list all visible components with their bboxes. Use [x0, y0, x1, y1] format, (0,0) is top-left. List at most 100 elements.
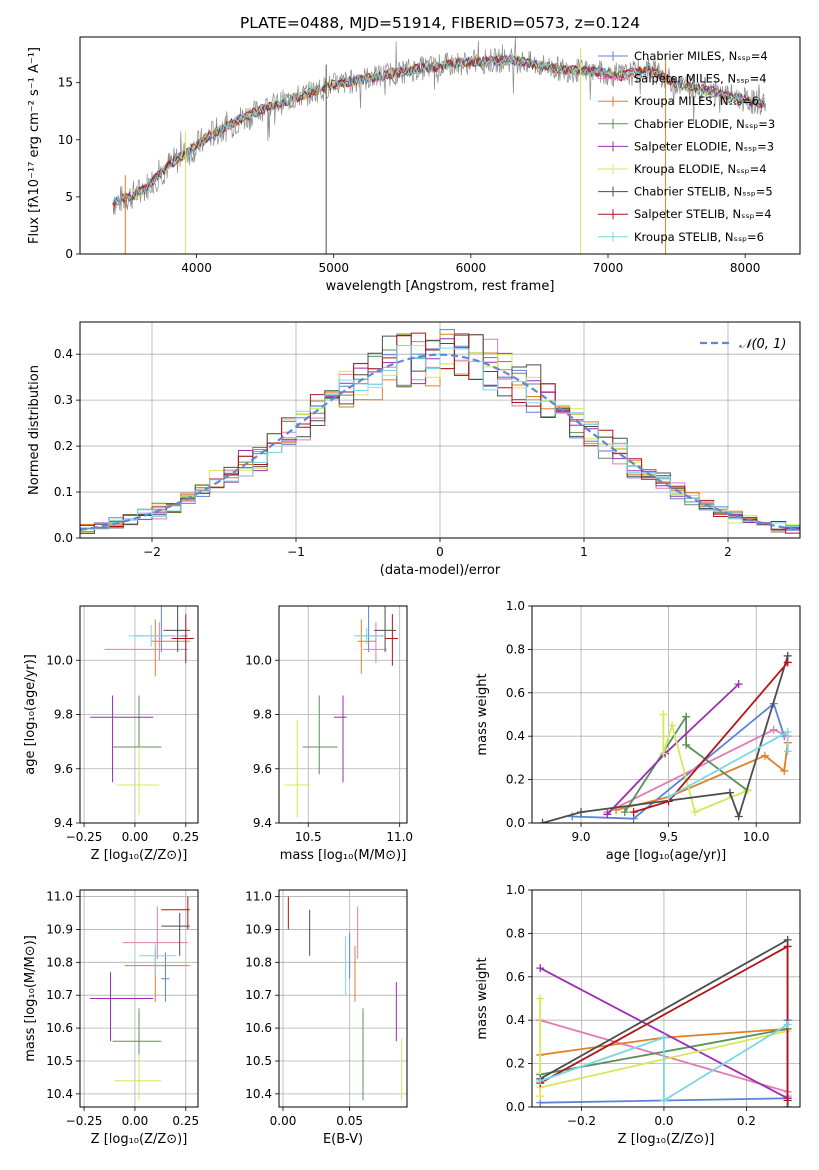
legend: Chabrier MILES, Nₛₛₚ=4 Salpeter MILES, Nₛ… — [598, 49, 775, 244]
axes-mass_vs_ebv: 0.00 0.05 10.4 10.5 10.6 10.7 10.8 10.9 11.0 E(B-… — [245, 889, 408, 1147]
x-axis-label: age [log₁₀(age/yr)] — [606, 848, 727, 863]
tick-label-y: 9.8 — [54, 708, 73, 722]
errorbar-kroupa_miles — [151, 619, 190, 677]
weight-point — [603, 810, 612, 819]
tick-label-y: 10.6 — [46, 1021, 73, 1035]
tick-label-y: 0.0 — [506, 816, 525, 830]
tick-label-y: 0.6 — [506, 970, 525, 984]
tick-label-x: 5000 — [318, 261, 349, 275]
axes-frame — [79, 36, 801, 255]
x-axis-label: Z [log₁₀(Z/Z⊙)] — [618, 1132, 715, 1147]
y-axis-label: Flux [fλ10⁻¹⁷ erg cm⁻² s⁻¹ A⁻¹] — [27, 47, 42, 244]
weight-point — [734, 812, 743, 821]
observed-spectrum — [112, 37, 767, 216]
weight-point — [536, 964, 545, 973]
x-axis-label: wavelength [Angstrom, rest frame] — [326, 279, 555, 294]
histogram-kroupa_stelib — [80, 345, 800, 534]
tick-label-y: 0.3 — [54, 393, 73, 407]
tick-label-y: 0.1 — [54, 485, 73, 499]
tick-label-x: 8000 — [730, 261, 761, 275]
legend-entry: Kroupa MILES, Nₛₛₚ=6 — [634, 94, 759, 108]
weight-lines — [536, 935, 792, 1107]
tick-label-y: 0.2 — [506, 1057, 525, 1071]
tick-label-x: 0 — [436, 545, 444, 559]
errorbar-salpeter_stelib — [161, 896, 190, 930]
errorbar-salpeter_stelib — [385, 614, 398, 666]
model-spectrum-kroupa_stelib — [112, 53, 765, 206]
weight-point — [536, 994, 545, 1003]
tick-label-y: 9.4 — [54, 816, 73, 830]
tick-label-y: 10.9 — [245, 922, 272, 936]
tick-label-x: 0.00 — [122, 1114, 149, 1128]
weight-point — [577, 808, 586, 817]
axes-frame — [278, 889, 408, 1108]
tick-label-y: 10.9 — [46, 922, 73, 936]
weight-point — [536, 1076, 545, 1085]
errorbar-kroupa_stelib — [128, 624, 182, 647]
errorbar-kroupa_elodie — [116, 747, 160, 815]
tick-label-x: 0.25 — [172, 830, 199, 844]
tick-label-y: 0.4 — [506, 729, 525, 743]
weight-point — [659, 1033, 668, 1042]
errorbar-salpeter_stelib — [171, 614, 194, 663]
tick-label-y: 10.7 — [46, 988, 73, 1002]
tick-label-x: 0.05 — [336, 1114, 363, 1128]
tick-label-y: 10.8 — [245, 955, 272, 969]
tick-label-x: 11.0 — [386, 830, 413, 844]
tick-label-y: 9.8 — [253, 708, 272, 722]
tick-label-x: 10.0 — [743, 830, 770, 844]
y-axis-label: mass weight — [475, 673, 490, 755]
tick-label-x: 10.5 — [295, 830, 322, 844]
tick-label-y: 0.4 — [506, 1013, 525, 1027]
axes-frame — [531, 889, 801, 1108]
tick-label-y: 9.4 — [253, 816, 272, 830]
weight-point — [780, 766, 789, 775]
errorbar-chabrier_miles — [134, 606, 188, 653]
legend-entry: Salpeter ELODIE, Nₛₛₚ=3 — [634, 139, 774, 153]
tick-label-x: 2 — [724, 545, 732, 559]
weight-point — [659, 1096, 668, 1105]
weight-point — [629, 808, 638, 817]
errorbar-chabrier_miles — [161, 952, 170, 1002]
errorbars — [284, 606, 398, 818]
gaussian-curve — [80, 353, 800, 531]
histograms — [80, 329, 800, 534]
tick-label-y: 1.0 — [506, 883, 525, 897]
weight-point — [783, 942, 792, 951]
x-axis-label: Z [log₁₀(Z/Z⊙)] — [91, 1132, 188, 1147]
x-axis-label: E(B-V) — [323, 1132, 363, 1147]
tick-label-y: 10.5 — [245, 1054, 272, 1068]
tick-label-y: 10.6 — [245, 1021, 272, 1035]
weight-lines — [538, 651, 792, 823]
weight-point — [668, 721, 677, 730]
axes-mass_vs_z: −0.25 0.00 0.25 10.4 10.5 10.6 10.7 10.8 10.9 11.… — [23, 889, 199, 1147]
y-axis-label: mass weight — [475, 957, 490, 1039]
weight-point — [536, 1092, 545, 1101]
errorbar-kroupa_stelib — [353, 627, 382, 644]
weight-point — [690, 808, 699, 817]
tick-label-x: 6000 — [456, 261, 487, 275]
weight-point — [682, 712, 691, 721]
errorbar-chabrier_elodie — [302, 695, 338, 775]
weight-point — [783, 747, 792, 756]
tick-label-y: 10.8 — [46, 955, 73, 969]
axes-frame — [79, 889, 199, 1108]
errorbar-salpeter_elodie — [90, 972, 154, 1042]
axes-mass_weight_vs_age: 9.0 9.5 10.0 0.0 0.2 0.4 0.6 0.8 1.0 age [log₁₀(a… — [475, 599, 801, 863]
tick-label-y: 0.2 — [54, 439, 73, 453]
tick-label-y: 5 — [65, 190, 73, 204]
tick-label-x: 0.00 — [270, 1114, 297, 1128]
axes-frame — [278, 605, 408, 824]
tick-label-y: 9.6 — [253, 762, 272, 776]
tick-label-x: 0.25 — [172, 1114, 199, 1128]
tick-label-y: 10.4 — [46, 1087, 73, 1101]
legend-entry: Chabrier STELIB, Nₛₛₚ=5 — [634, 185, 773, 199]
axes-frame — [79, 321, 801, 539]
errorbar-kroupa_elodie — [284, 719, 311, 818]
tick-label-y: 0.2 — [506, 773, 525, 787]
tick-label-y: 0.8 — [506, 642, 525, 656]
errorbar-chabrier_stelib — [161, 913, 190, 956]
errorbar-chabrier_elodie — [112, 1008, 162, 1101]
tick-label-y: 1.0 — [506, 599, 525, 613]
tick-label-y: 0 — [65, 247, 73, 261]
